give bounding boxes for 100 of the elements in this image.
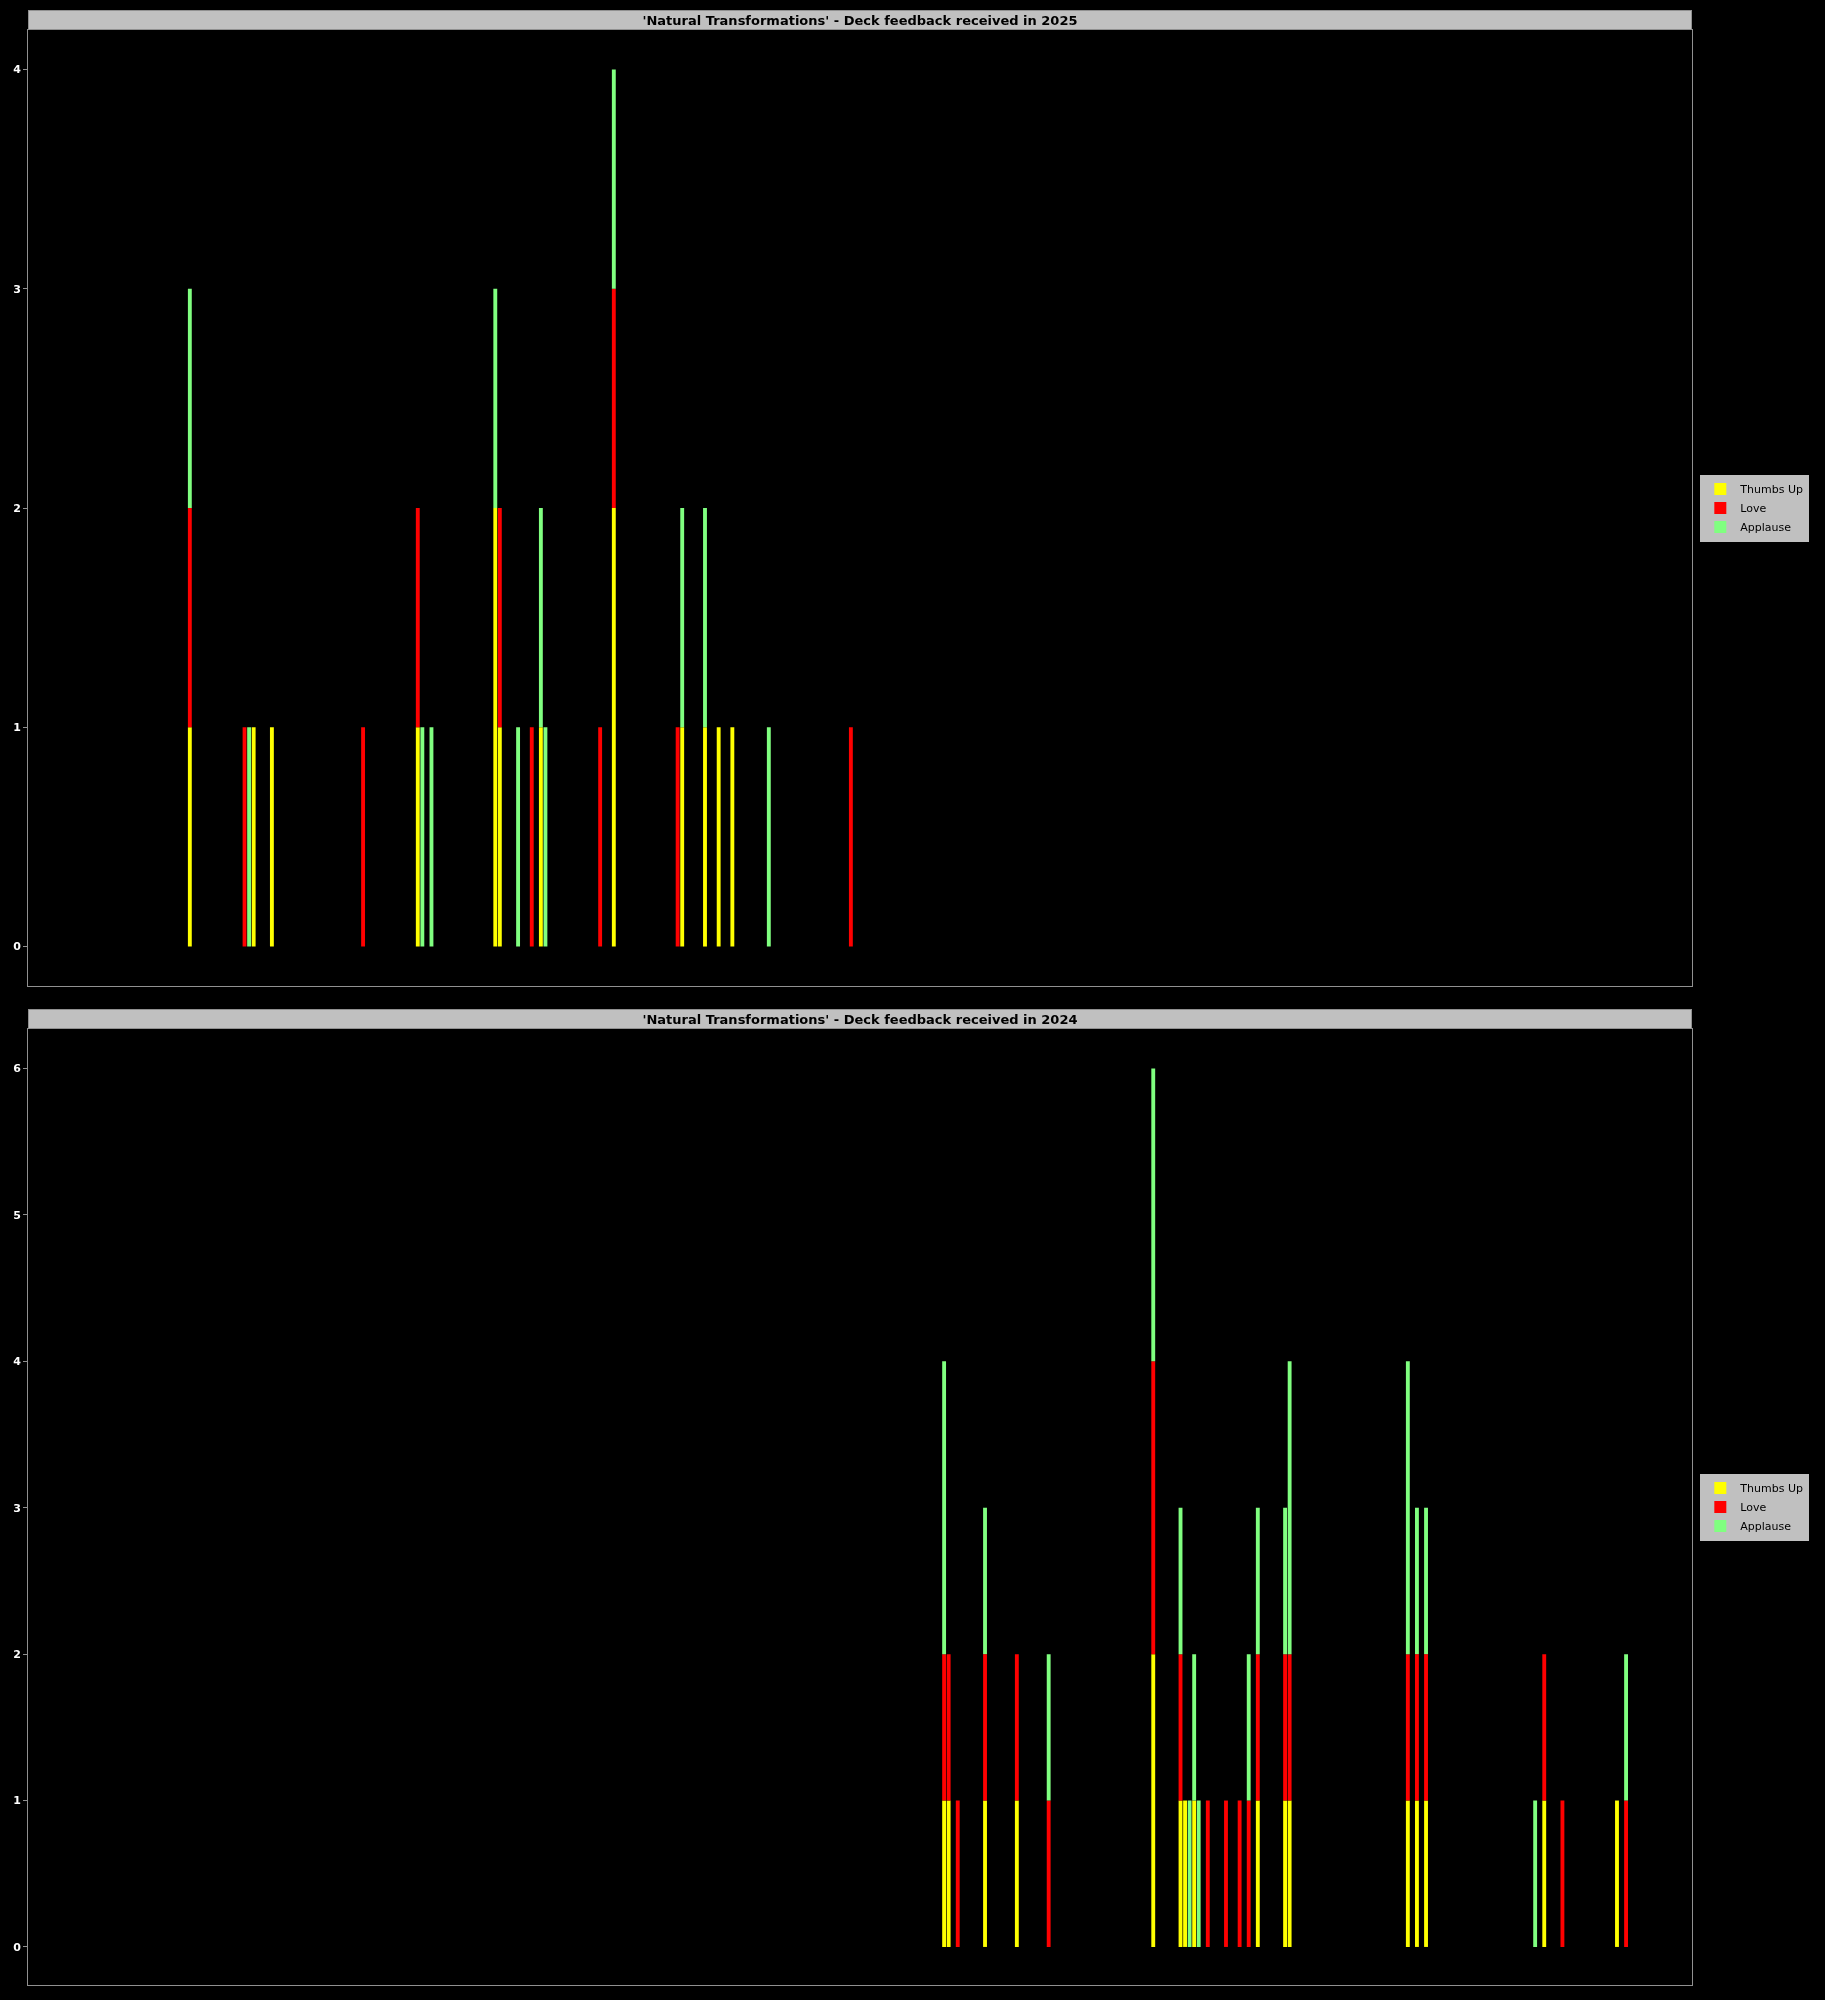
bar: [361, 727, 366, 947]
bar: [611, 69, 616, 289]
bar: [187, 288, 192, 508]
bar: [1046, 1800, 1051, 1947]
bar: [1205, 1800, 1210, 1947]
bar: [1246, 1654, 1251, 1801]
bar: [1183, 1800, 1187, 1947]
bar: [1415, 1507, 1419, 1655]
bar: [1542, 1800, 1547, 1947]
bar: [1187, 1800, 1192, 1947]
bar: [1046, 1654, 1051, 1801]
legend-label: Thumbs Up: [1739, 483, 1803, 497]
bar: [675, 727, 680, 947]
bar: [1151, 1361, 1156, 1655]
bar: [1237, 1800, 1242, 1947]
bar: [942, 1800, 947, 1947]
y-tick-label: 6: [13, 1062, 22, 1076]
chart-title: 'Natural Transformations' - Deck feedback received in 2024: [642, 1011, 1078, 1027]
y-tick-label: 0: [13, 1940, 22, 1954]
y-tick-label: 2: [13, 1647, 21, 1661]
bar: [1283, 1654, 1288, 1801]
bar: [187, 508, 192, 728]
bar: [1255, 1507, 1260, 1655]
bar: [1283, 1800, 1288, 1947]
bar: [251, 727, 256, 947]
bar: [1415, 1654, 1419, 1801]
chart-title: 'Natural Transformations' - Deck feedback received in 2025: [642, 12, 1078, 28]
bar: [1405, 1654, 1410, 1801]
bar: [1192, 1800, 1197, 1947]
bar: [611, 508, 616, 947]
bar: [1014, 1654, 1019, 1801]
y-tick-label: 3: [13, 1501, 21, 1515]
bar: [946, 1800, 951, 1947]
bar: [1151, 1068, 1156, 1362]
bar: [1560, 1800, 1565, 1947]
bar: [946, 1654, 951, 1801]
bar: [1287, 1800, 1292, 1947]
bar: [1151, 1654, 1156, 1947]
bar: [983, 1654, 987, 1801]
bar: [1255, 1654, 1260, 1801]
bar: [1542, 1654, 1547, 1801]
bar: [1255, 1800, 1260, 1947]
bar: [493, 288, 498, 508]
bar: [766, 727, 771, 947]
bar: [269, 727, 274, 947]
bar: [1224, 1800, 1228, 1947]
y-tick-label: 1: [13, 1794, 21, 1808]
bar: [680, 727, 685, 947]
bar: [955, 1800, 960, 1947]
bar: [716, 727, 721, 947]
bar: [538, 727, 543, 947]
bar: [493, 508, 498, 947]
bar: [1405, 1361, 1410, 1655]
bar: [1196, 1800, 1201, 1947]
bar: [703, 508, 707, 728]
legend-label: Love: [1740, 502, 1767, 516]
bar: [848, 727, 853, 947]
bar: [1415, 1800, 1419, 1947]
bar: [598, 727, 603, 947]
bar: [942, 1654, 947, 1801]
y-tick-label: 0: [13, 940, 22, 954]
bar: [529, 727, 534, 947]
bar: [1246, 1800, 1251, 1947]
bar: [730, 727, 735, 947]
bar: [1624, 1800, 1629, 1947]
bar: [942, 1361, 947, 1655]
bar: [1624, 1654, 1629, 1801]
y-tick-label: 1: [13, 721, 21, 735]
bar: [680, 508, 685, 728]
bar: [983, 1800, 987, 1947]
y-tick-label: 5: [13, 1208, 21, 1222]
bar: [420, 727, 425, 947]
bar: [1405, 1800, 1410, 1947]
bar: [415, 508, 420, 728]
y-tick-label: 3: [13, 282, 21, 296]
legend-label: Love: [1740, 1501, 1767, 1515]
bar: [1192, 1654, 1197, 1801]
bar: [538, 508, 543, 728]
bar: [1533, 1800, 1538, 1947]
bar: [1014, 1800, 1019, 1947]
bar: [983, 1507, 987, 1655]
legend-label: Applause: [1740, 1520, 1792, 1534]
y-tick-label: 2: [13, 501, 21, 515]
y-tick-label: 4: [13, 1355, 22, 1369]
legend-label: Thumbs Up: [1739, 1482, 1803, 1496]
bar: [1424, 1654, 1428, 1801]
bar: [247, 727, 252, 947]
bar: [1424, 1800, 1428, 1947]
y-tick-label: 4: [13, 63, 22, 77]
legend-label: Applause: [1740, 521, 1792, 535]
bar: [1424, 1507, 1428, 1655]
bar: [1287, 1361, 1292, 1655]
bar: [497, 508, 502, 728]
bar: [187, 727, 192, 947]
bar: [516, 727, 521, 947]
bar: [703, 727, 707, 947]
bar: [415, 727, 420, 947]
bar: [1615, 1800, 1619, 1947]
bar: [1287, 1654, 1292, 1801]
bar: [611, 288, 616, 508]
